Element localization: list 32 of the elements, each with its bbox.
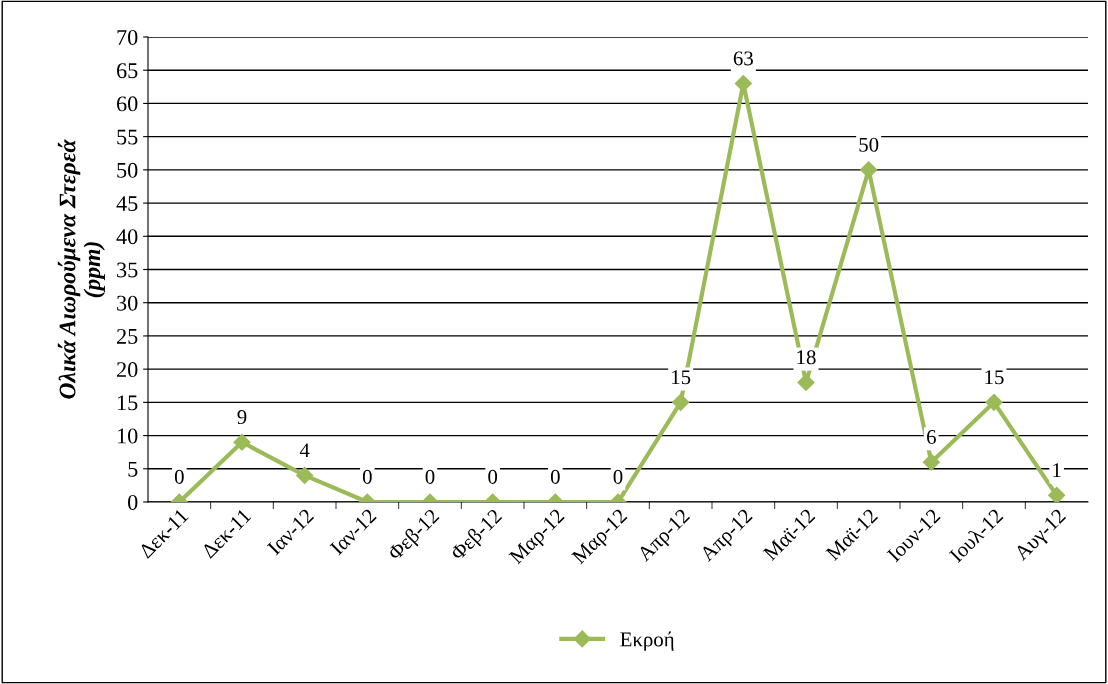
y-tick-label: 30 bbox=[117, 295, 138, 311]
y-tick-label: 65 bbox=[117, 63, 138, 79]
y-axis-title: Ολικά Αιωρούμενα Στερεά (ppm) bbox=[57, 139, 105, 399]
data-label: 0 bbox=[425, 469, 435, 484]
legend-label: Εκροή bbox=[620, 631, 674, 651]
y-tick-label: 70 bbox=[117, 29, 138, 45]
y-tick-label: 15 bbox=[118, 395, 138, 411]
data-label: 0 bbox=[488, 469, 498, 484]
y-tick-label: 40 bbox=[116, 229, 138, 245]
y-tick-label: 25 bbox=[117, 328, 138, 344]
data-label: 0 bbox=[613, 469, 623, 484]
y-tick-label: 0 bbox=[128, 494, 138, 510]
y-tick-label: 10 bbox=[118, 428, 138, 444]
y-tick-label: 60 bbox=[117, 96, 138, 112]
data-label: 18 bbox=[797, 350, 816, 365]
data-label: 0 bbox=[550, 469, 560, 484]
y-tick-label: 55 bbox=[117, 129, 138, 145]
y-tick-label: 50 bbox=[117, 162, 138, 178]
data-label: 15 bbox=[672, 370, 691, 385]
y-tick-label: 20 bbox=[117, 362, 138, 378]
y-tick-label: 35 bbox=[117, 262, 138, 278]
data-label: 0 bbox=[174, 469, 184, 484]
y-tick-label: 5 bbox=[128, 461, 138, 477]
data-label: 15 bbox=[985, 370, 1004, 385]
data-label: 1 bbox=[1053, 463, 1061, 478]
data-label: 63 bbox=[733, 51, 753, 66]
data-label: 4 bbox=[299, 443, 310, 458]
data-label: 0 bbox=[362, 469, 372, 484]
data-label: 6 bbox=[927, 430, 936, 445]
data-label: 50 bbox=[859, 137, 879, 152]
data-label: 9 bbox=[237, 410, 247, 425]
y-tick-label: 45 bbox=[116, 196, 138, 211]
